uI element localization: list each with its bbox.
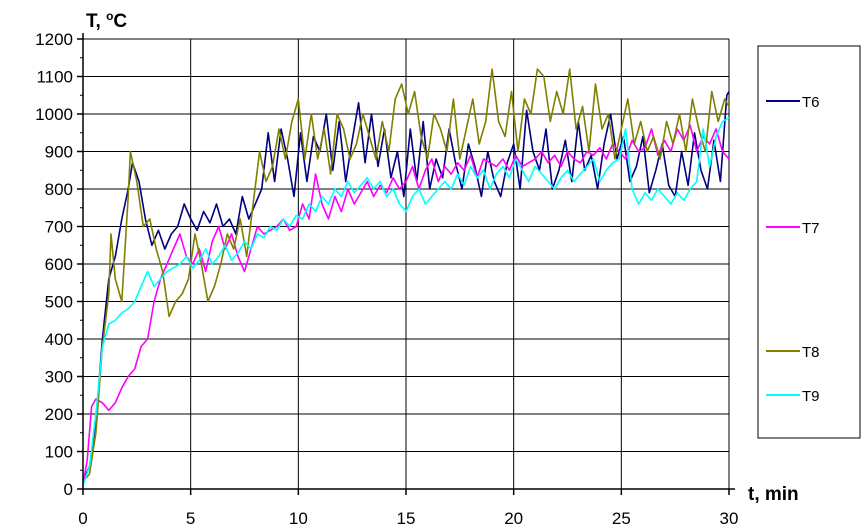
series-line-t6 bbox=[82, 91, 730, 482]
x-tick-label: 10 bbox=[289, 509, 308, 528]
y-tick-labels: 0 100 200 300 400 500 600 700 800 900 1000 1100 1200 bbox=[35, 30, 73, 499]
legend-box bbox=[757, 45, 861, 439]
legend-label-t7: T7 bbox=[802, 220, 820, 237]
series-line-t8 bbox=[82, 68, 730, 483]
axes bbox=[77, 33, 735, 495]
series-line-t9 bbox=[82, 117, 730, 486]
legend-label-t6: T6 bbox=[802, 94, 820, 111]
x-tick-label: 25 bbox=[612, 509, 631, 528]
y-tick-label: 600 bbox=[45, 255, 73, 274]
y-axis-title: T, oC bbox=[86, 9, 127, 32]
y-tick-label: 700 bbox=[45, 218, 73, 237]
y-tick-label: 800 bbox=[45, 180, 73, 199]
y-tick-label: 1100 bbox=[36, 68, 73, 87]
x-axis-title: t, min bbox=[748, 484, 799, 505]
y-tick-label: 900 bbox=[45, 143, 73, 162]
y-tick-label: 300 bbox=[45, 368, 73, 387]
legend-label-t8: T8 bbox=[802, 344, 820, 361]
legend: T6 T7 T8 T9 bbox=[757, 45, 861, 439]
y-tick-label: 100 bbox=[45, 443, 73, 462]
y-tick-label: 1000 bbox=[35, 105, 73, 124]
x-tick-label: 15 bbox=[397, 509, 416, 528]
x-tick-label: 30 bbox=[720, 509, 739, 528]
x-tick-labels: 0 5 10 15 20 25 30 bbox=[78, 509, 738, 528]
series-layer bbox=[82, 68, 730, 486]
x-tick-label: 5 bbox=[186, 509, 195, 528]
y-tick-label: 500 bbox=[45, 293, 73, 312]
x-tick-label: 20 bbox=[504, 509, 523, 528]
legend-label-t9: T9 bbox=[802, 388, 820, 405]
y-tick-label: 400 bbox=[45, 330, 73, 349]
y-tick-label: 1200 bbox=[35, 30, 73, 49]
x-tick-label: 0 bbox=[78, 509, 87, 528]
y-tick-label: 200 bbox=[45, 405, 73, 424]
y-tick-label: 0 bbox=[64, 480, 73, 499]
